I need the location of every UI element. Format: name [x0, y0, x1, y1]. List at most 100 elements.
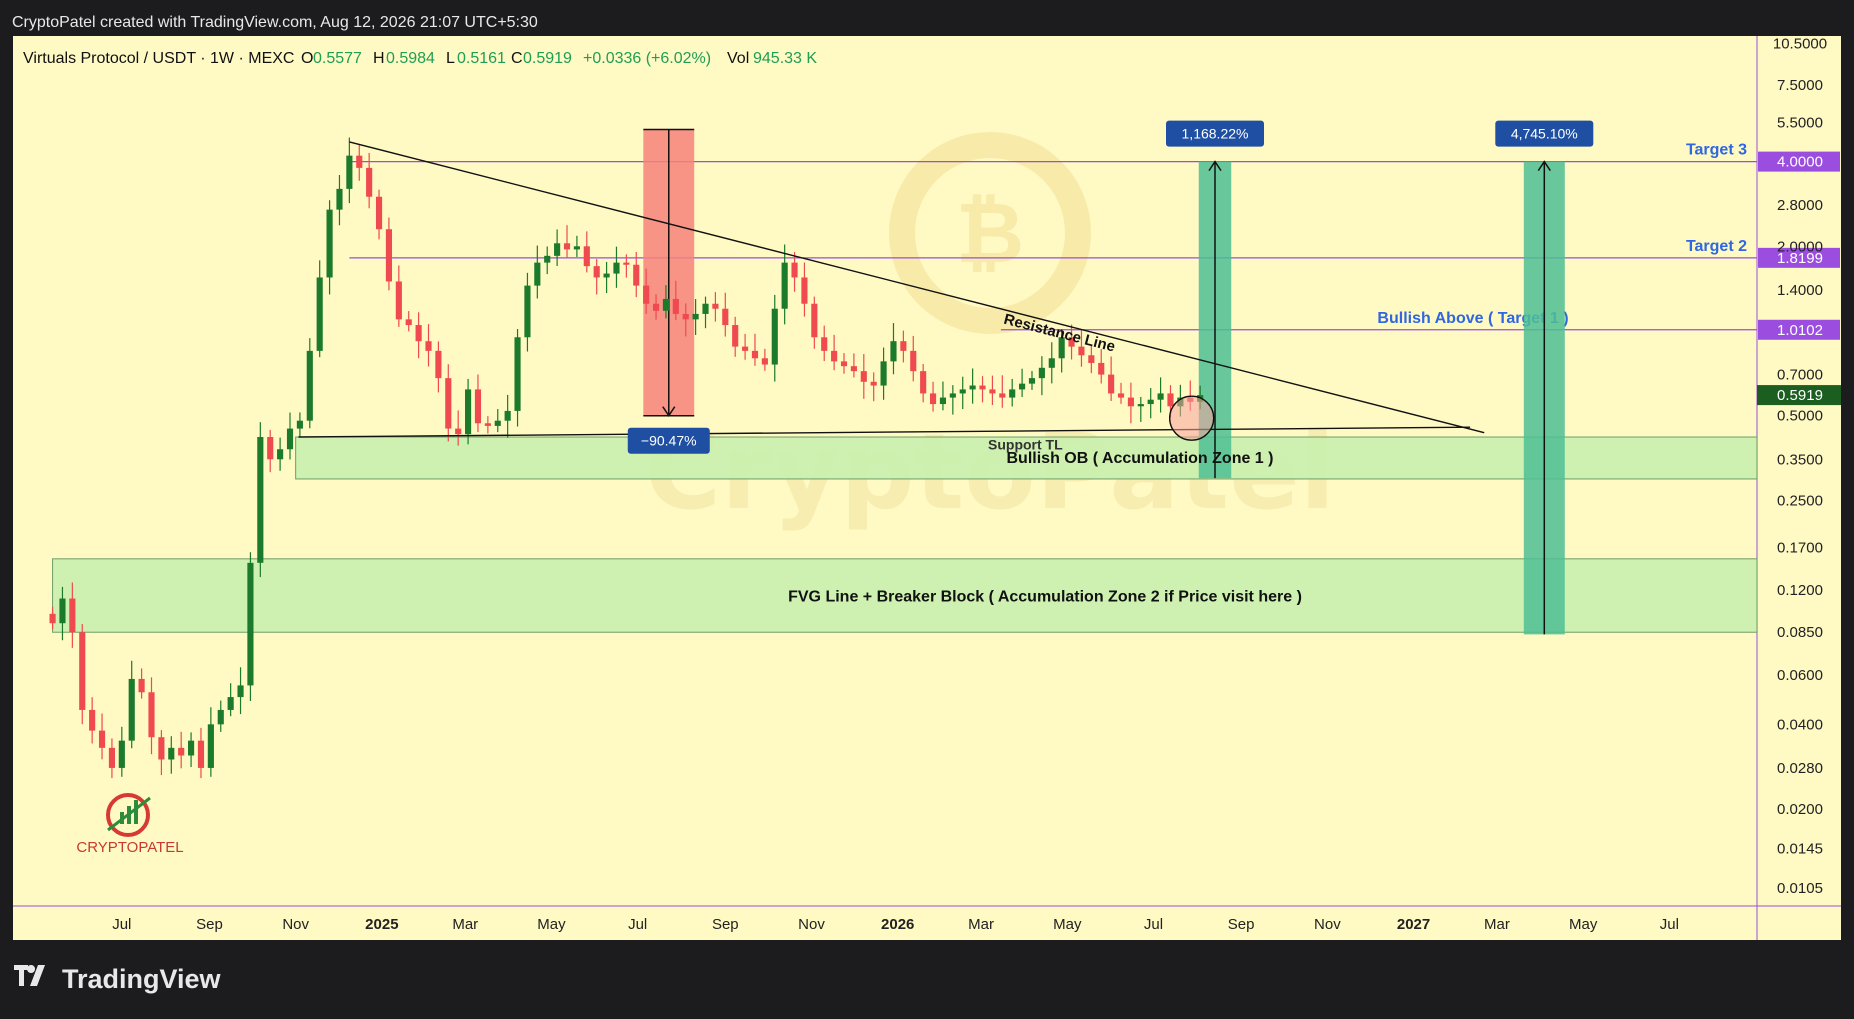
candle-body[interactable] [227, 697, 234, 710]
candle-body[interactable] [504, 410, 511, 421]
candle-body[interactable] [405, 319, 412, 326]
candle-body[interactable] [1157, 393, 1164, 400]
candle-body[interactable] [425, 341, 432, 351]
candle-body[interactable] [890, 341, 897, 362]
candle-body[interactable] [999, 393, 1006, 398]
candle-body[interactable] [168, 747, 175, 760]
candle-body[interactable] [188, 740, 195, 756]
candle-body[interactable] [484, 423, 491, 426]
candle-body[interactable] [1078, 346, 1085, 356]
candle-body[interactable] [494, 420, 501, 426]
candle-body[interactable] [1167, 393, 1174, 407]
candle-body[interactable] [375, 196, 383, 230]
candle-body[interactable] [900, 341, 907, 351]
candle-body[interactable] [49, 613, 56, 624]
candle-body[interactable] [573, 246, 580, 250]
candle-body[interactable] [395, 281, 402, 320]
candle-body[interactable] [791, 262, 798, 278]
candle-body[interactable] [662, 298, 670, 311]
candle-body[interactable] [316, 277, 323, 351]
candle-body[interactable] [613, 262, 620, 274]
candle-body[interactable] [474, 389, 482, 424]
candle-body[interactable] [286, 428, 294, 450]
candle-body[interactable] [326, 209, 333, 278]
candle-body[interactable] [712, 303, 719, 309]
candle-body[interactable] [1117, 393, 1125, 398]
candle-body[interactable] [514, 337, 521, 411]
candle-body[interactable] [435, 350, 442, 379]
candle-body[interactable] [583, 246, 590, 267]
candle-body[interactable] [563, 243, 571, 250]
candle-body[interactable] [257, 437, 264, 563]
candle-body[interactable] [217, 709, 224, 725]
candle-body[interactable] [732, 325, 739, 347]
candle-body[interactable] [1038, 367, 1045, 379]
candle-body[interactable] [336, 188, 343, 210]
candle-body[interactable] [623, 262, 630, 265]
candle-body[interactable] [920, 371, 927, 394]
candle-body[interactable] [455, 428, 462, 435]
candle-body[interactable] [1108, 374, 1115, 394]
candle-body[interactable] [682, 313, 689, 320]
tradingview-logo-icon[interactable] [14, 965, 45, 986]
candle-body[interactable] [1137, 404, 1144, 407]
candle-body[interactable] [929, 393, 937, 405]
candle-body[interactable] [445, 378, 452, 429]
candle-body[interactable] [247, 562, 254, 686]
candle-body[interactable] [277, 449, 284, 460]
candle-body[interactable] [692, 313, 699, 320]
candle-body[interactable] [603, 273, 610, 278]
candle-body[interactable] [356, 155, 363, 168]
candle-body[interactable] [1147, 399, 1154, 405]
candle-body[interactable] [860, 371, 867, 382]
candle-body[interactable] [801, 277, 808, 304]
candle-body[interactable] [989, 389, 996, 394]
candle-body[interactable] [108, 747, 115, 768]
candle-body[interactable] [959, 389, 966, 394]
candle-body[interactable] [751, 350, 759, 359]
candle-body[interactable] [1127, 397, 1134, 407]
candle-body[interactable] [207, 724, 214, 768]
candle-body[interactable] [118, 740, 125, 768]
candle-body[interactable] [1098, 362, 1105, 375]
candle-body[interactable] [910, 350, 917, 372]
candle-body[interactable] [1068, 337, 1075, 347]
candle-body[interactable] [811, 303, 818, 338]
candle-body[interactable] [524, 285, 531, 338]
candle-body[interactable] [237, 685, 244, 698]
candle-body[interactable] [949, 393, 956, 398]
candle-body[interactable] [870, 381, 877, 386]
candle-body[interactable] [1058, 337, 1065, 359]
candle-body[interactable] [742, 346, 749, 351]
tradingview-brand[interactable]: TradingView [62, 964, 222, 994]
candle-body[interactable] [939, 397, 947, 405]
candle-body[interactable] [722, 308, 729, 326]
candle-body[interactable] [821, 337, 828, 351]
candle-body[interactable] [98, 730, 106, 748]
candle-body[interactable] [138, 678, 145, 693]
candle-body[interactable] [158, 737, 165, 760]
symbol-title[interactable]: Virtuals Protocol / USDT · 1W · MEXC [23, 50, 294, 67]
candle-body[interactable] [850, 366, 857, 372]
candle-body[interactable] [267, 437, 274, 460]
candle-body[interactable] [415, 325, 422, 342]
candle-body[interactable] [1088, 355, 1095, 363]
candle-body[interactable] [554, 243, 561, 256]
candle-body[interactable] [59, 598, 66, 624]
candle-body[interactable] [593, 266, 600, 278]
candle-body[interactable] [178, 747, 185, 756]
candle-body[interactable] [1028, 378, 1036, 384]
candle-body[interactable] [761, 358, 768, 365]
candle-body[interactable] [296, 420, 303, 429]
candle-body[interactable] [880, 361, 887, 386]
candle-body[interactable] [652, 303, 660, 311]
candle-body[interactable] [702, 303, 709, 314]
candle-body[interactable] [366, 167, 373, 197]
candle-body[interactable] [128, 678, 135, 741]
candle-body[interactable] [840, 361, 848, 367]
candle-body[interactable] [79, 632, 86, 710]
candle-body[interactable] [1009, 389, 1016, 398]
candle-body[interactable] [771, 308, 778, 365]
candle-body[interactable] [69, 598, 76, 633]
candle-body[interactable] [831, 350, 838, 362]
